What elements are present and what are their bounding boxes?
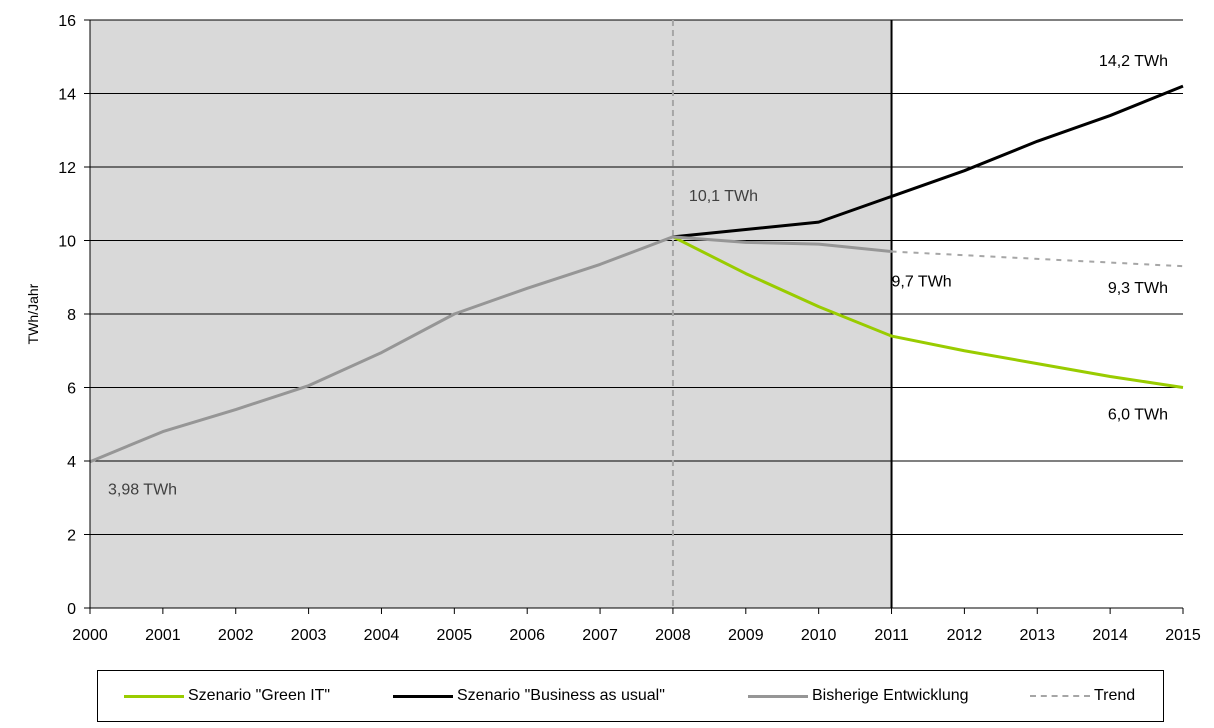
series-line-szenario-green-it bbox=[672, 235, 1184, 389]
x-tick-label: 2009 bbox=[728, 627, 764, 644]
legend-label-trend: Trend bbox=[1094, 687, 1136, 704]
x-tick-label: 2012 bbox=[947, 627, 983, 644]
y-tick-label: 14 bbox=[58, 87, 76, 104]
data-label: 10,1 TWh bbox=[689, 188, 758, 205]
legend-swatch-business-as-usual bbox=[393, 694, 453, 698]
y-tick-label: 2 bbox=[67, 528, 76, 545]
x-tick-label: 2010 bbox=[801, 627, 837, 644]
y-tick-label: 12 bbox=[58, 160, 76, 177]
data-label: 9,7 TWh bbox=[892, 274, 952, 291]
x-tick-label: 2004 bbox=[364, 627, 400, 644]
data-label: 3,98 TWh bbox=[108, 482, 177, 499]
legend-item-trend: Trend bbox=[1030, 671, 1135, 721]
legend-item-green-it: Szenario "Green IT" bbox=[124, 671, 330, 721]
legend-swatch-trend bbox=[1030, 695, 1090, 697]
y-tick-label: 6 bbox=[67, 381, 76, 398]
legend-label-business-as-usual: Szenario "Business as usual" bbox=[457, 687, 665, 704]
data-label: 6,0 TWh bbox=[1108, 407, 1168, 424]
legend-item-business-as-usual: Szenario "Business as usual" bbox=[393, 671, 665, 721]
x-tick-label: 2001 bbox=[145, 627, 181, 644]
y-tick-label: 10 bbox=[58, 234, 76, 251]
x-tick-label: 2002 bbox=[218, 627, 254, 644]
data-label: 9,3 TWh bbox=[1108, 280, 1168, 297]
y-tick-label: 4 bbox=[67, 454, 76, 471]
data-label: 14,2 TWh bbox=[1099, 53, 1168, 70]
x-tick-label: 2006 bbox=[509, 627, 545, 644]
y-tick-label: 8 bbox=[67, 307, 76, 324]
x-tick-label: 2013 bbox=[1019, 627, 1055, 644]
x-tick-label: 2008 bbox=[655, 627, 691, 644]
x-tick-label: 2014 bbox=[1092, 627, 1128, 644]
legend: Szenario "Green IT" Szenario "Business a… bbox=[97, 670, 1164, 722]
series-line-bisherige-entwicklung bbox=[89, 235, 892, 464]
x-tick-label: 2011 bbox=[874, 627, 909, 644]
y-axis-label: TWh/Jahr bbox=[25, 283, 41, 344]
x-tick-label: 2000 bbox=[72, 627, 108, 644]
legend-label-bisherige-entwicklung: Bisherige Entwicklung bbox=[812, 687, 969, 704]
series-line-trend bbox=[891, 250, 1184, 268]
x-tick-label: 2005 bbox=[437, 627, 473, 644]
x-tick-label: 2015 bbox=[1165, 627, 1201, 644]
x-tick-label: 2003 bbox=[291, 627, 327, 644]
legend-swatch-green-it bbox=[124, 694, 184, 698]
x-tick-label: 2007 bbox=[582, 627, 618, 644]
legend-item-bisherige-entwicklung: Bisherige Entwicklung bbox=[748, 671, 969, 721]
series-line-szenario-business-as-usual bbox=[672, 84, 1184, 239]
legend-label-green-it: Szenario "Green IT" bbox=[188, 687, 331, 704]
y-tick-label: 16 bbox=[58, 13, 76, 30]
y-tick-label: 0 bbox=[67, 601, 76, 618]
legend-swatch-bisherige-entwicklung bbox=[748, 694, 808, 698]
